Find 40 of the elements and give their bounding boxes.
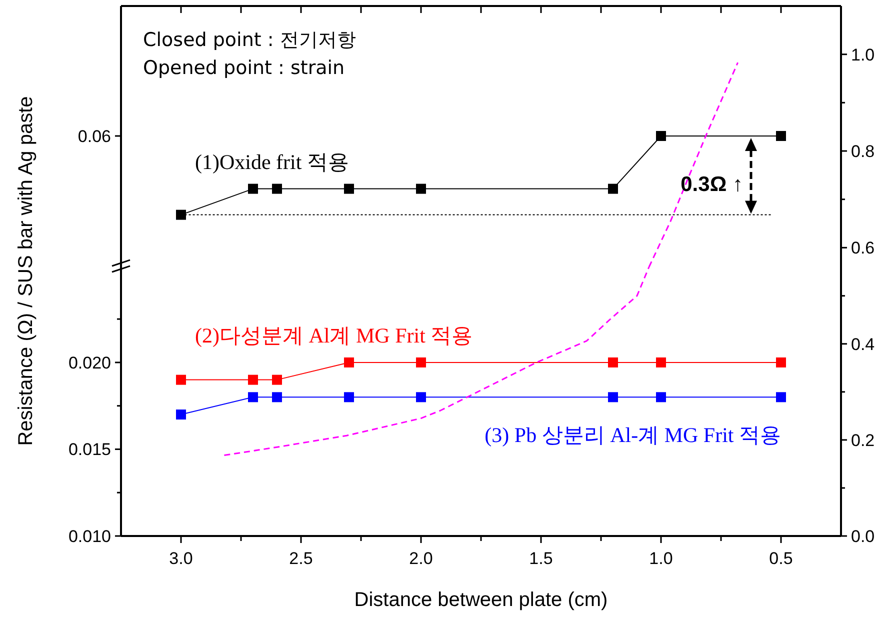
x-tick-label: 0.5	[769, 549, 793, 568]
point	[416, 357, 426, 368]
x-tick-label: 3.0	[169, 549, 193, 568]
y2-tick-label: 0.6	[851, 238, 875, 258]
point	[272, 374, 282, 385]
series-label: (2)다성분계 Al계 MG Frit 적용	[195, 323, 473, 348]
series-label: (3) Pb 상분리 Al-계 MG Frit 적용	[484, 423, 781, 448]
y2-tick-label: 0.2	[851, 430, 875, 450]
point	[608, 357, 618, 368]
point	[272, 392, 282, 402]
x-tick-label: 1.5	[529, 549, 553, 568]
y-tick-label: 0.015	[68, 440, 111, 460]
x-axis-title: Distance between plate (cm)	[354, 589, 608, 611]
y-tick-label: 0.020	[68, 353, 111, 372]
x-tick-label: 1.0	[649, 549, 673, 568]
text: Opened point : strain	[143, 57, 345, 79]
annotation: 0.3Ω ↑	[680, 173, 743, 196]
point	[248, 392, 258, 402]
y2-tick-label: 0.4	[851, 334, 875, 354]
point	[608, 392, 618, 402]
y2-tick-label: 0.0	[851, 526, 875, 546]
point	[776, 392, 786, 402]
point	[776, 357, 786, 368]
point	[416, 392, 426, 402]
point	[176, 374, 186, 385]
y-tick-label: 0.010	[68, 526, 111, 546]
point	[176, 410, 186, 420]
text: Closed point : 전기저항	[143, 29, 356, 51]
y-axis-title: Resistance (Ω) / SUS bar with Ag paste	[15, 96, 37, 446]
point	[656, 357, 666, 368]
y2-tick-label: 0.8	[851, 142, 875, 161]
point	[248, 374, 258, 385]
x-tick-label: 2.5	[289, 549, 313, 568]
series-label: (1)Oxide frit 적용	[195, 150, 349, 174]
x-tick-label: 2.0	[409, 549, 433, 568]
point	[656, 392, 666, 402]
text: 0.06	[78, 126, 111, 146]
point	[344, 357, 354, 368]
point	[344, 392, 354, 402]
y2-tick-label: 1.0	[851, 45, 875, 64]
